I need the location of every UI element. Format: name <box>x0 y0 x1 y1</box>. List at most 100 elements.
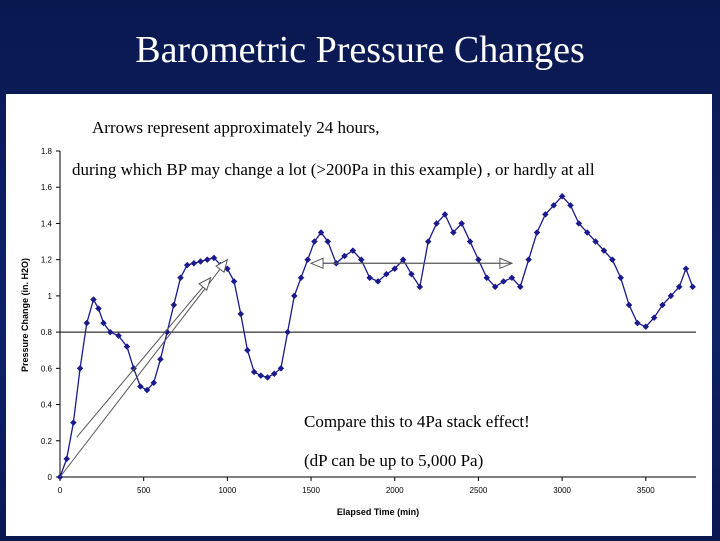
data-point <box>383 270 390 278</box>
arrow-shaft <box>76 277 212 438</box>
y-tick-label: 1.6 <box>41 183 53 192</box>
x-tick-label: 500 <box>137 486 151 495</box>
data-point <box>634 319 641 327</box>
data-point <box>500 278 507 285</box>
y-tick-label: 0.2 <box>41 437 53 446</box>
arrow-head <box>198 276 212 292</box>
arrows-group <box>59 257 514 478</box>
data-point <box>533 229 541 236</box>
data-point <box>483 274 491 282</box>
data-point <box>270 370 278 378</box>
x-tick-label: 2500 <box>470 486 488 495</box>
data-point <box>284 328 291 336</box>
data-point <box>264 374 271 381</box>
data-point <box>210 254 218 262</box>
data-point <box>458 220 466 227</box>
annotation-bp-change: during which BP may change a lot (>200Pa… <box>72 160 595 179</box>
data-point <box>625 301 633 309</box>
data-point <box>675 283 683 291</box>
x-tick-label: 1500 <box>302 486 320 495</box>
data-point <box>123 343 131 350</box>
data-point <box>449 229 457 236</box>
data-point <box>290 292 298 300</box>
data-point <box>525 256 532 264</box>
data-point <box>408 270 415 278</box>
arrow-shaft <box>59 259 228 478</box>
data-point <box>366 274 373 282</box>
x-tick-label: 2000 <box>386 486 404 495</box>
annotation-stack-effect: Compare this to 4Pa stack effect! <box>304 412 530 431</box>
y-tick-label: 1.8 <box>41 147 53 156</box>
data-point <box>642 323 650 331</box>
data-point <box>76 364 84 372</box>
data-point <box>558 192 566 200</box>
data-point <box>297 274 305 282</box>
data-point <box>257 372 265 379</box>
data-point <box>230 278 238 285</box>
data-point <box>115 332 122 340</box>
arrow-head <box>215 258 229 274</box>
data-point <box>304 256 312 264</box>
y-tick-label: 0.8 <box>41 328 53 337</box>
data-point <box>416 283 424 291</box>
x-tick-label: 3500 <box>637 486 655 495</box>
data-point <box>542 211 549 218</box>
y-axis-label: Pressure Change (in. H2O) <box>20 258 30 372</box>
series-line <box>59 195 694 478</box>
data-point <box>341 252 348 260</box>
x-axis-label: Elapsed Time (min) <box>337 507 419 517</box>
data-point <box>70 419 77 427</box>
data-point <box>250 368 258 376</box>
data-point <box>617 274 625 282</box>
x-tick-label: 3000 <box>553 486 571 495</box>
y-tick-label: 0.6 <box>41 364 53 373</box>
y-tick-label: 1.2 <box>41 256 53 265</box>
data-point <box>689 283 697 291</box>
data-point <box>575 220 583 227</box>
x-tick-label: 0 <box>58 486 63 495</box>
data-point <box>311 238 318 245</box>
data-point <box>650 314 658 321</box>
data-point <box>63 455 71 463</box>
data-point <box>143 386 151 394</box>
data-point <box>177 274 184 282</box>
data-point <box>399 256 407 264</box>
data-point <box>95 305 102 312</box>
y-tick-label: 0 <box>48 473 53 482</box>
data-point <box>608 256 616 264</box>
data-point <box>83 319 91 327</box>
data-point <box>357 256 365 264</box>
data-point <box>600 247 608 254</box>
chart-axes: 0 0.2 0.4 0.6 0.8 1 1.2 1.4 1.6 1.8 0 500 1000 1500 20… <box>41 147 696 495</box>
data-point <box>659 301 666 309</box>
pressure-chart: 0 0.2 0.4 0.6 0.8 1 1.2 1.4 1.6 1.8 0 500 1000 1500 20… <box>20 147 697 517</box>
data-point <box>391 265 399 273</box>
data-point <box>136 383 144 390</box>
data-point <box>592 238 599 245</box>
data-point <box>433 220 440 227</box>
series-group <box>56 192 697 481</box>
data-point <box>550 201 558 209</box>
data-point <box>466 238 474 245</box>
data-point <box>197 258 204 265</box>
data-point <box>237 310 245 318</box>
data-point <box>203 256 211 264</box>
data-point <box>567 201 574 209</box>
data-point <box>475 256 482 264</box>
annotation-dp-max: (dP can be up to 5,000 Pa) <box>304 451 484 470</box>
data-point <box>190 259 198 267</box>
data-point <box>244 346 251 354</box>
data-point <box>317 229 325 236</box>
data-point <box>324 238 332 245</box>
data-point <box>441 211 449 218</box>
data-point <box>508 274 516 282</box>
data-point <box>106 328 114 336</box>
annotation-arrows: Arrows represent approximately 24 hours, <box>92 118 380 137</box>
data-point <box>183 261 191 269</box>
data-point <box>349 247 357 254</box>
x-tick-label: 1000 <box>218 486 236 495</box>
data-point <box>277 364 285 372</box>
data-point <box>491 283 499 291</box>
y-tick-label: 0.4 <box>41 401 53 410</box>
